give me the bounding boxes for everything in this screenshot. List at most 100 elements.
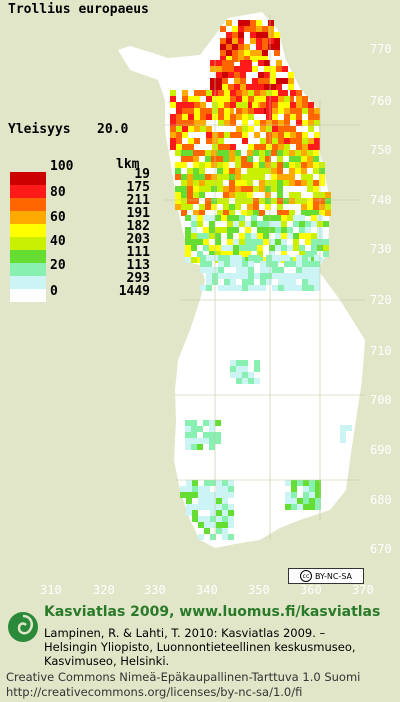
map-cell [204,528,210,534]
map-cell [257,251,263,257]
map-cell [218,96,224,102]
map-cell [308,273,314,279]
cc-license-badge[interactable]: cc BY-NC-SA [288,568,364,584]
map-cell [204,522,210,528]
map-cell [290,132,296,138]
map-cell [275,221,281,227]
map-cell [302,96,308,102]
map-cell [230,366,236,372]
map-cell [319,162,325,168]
map-cell [170,90,176,96]
map-cell [186,504,192,510]
map-cell [308,120,314,126]
map-cell [188,102,194,108]
map-cell [309,480,315,486]
map-cell [198,534,204,540]
map-cell [269,227,275,233]
map-cell [170,96,176,102]
map-cell [263,215,269,221]
map-cell [260,96,266,102]
map-cell [235,150,241,156]
map-cell [235,186,241,192]
map-cell [301,174,307,180]
map-cell [254,108,260,114]
map-cell [281,251,287,257]
map-cell [250,26,256,32]
map-cell [283,198,289,204]
footer-heading[interactable]: Kasviatlas 2009, www.luomus.fi/kasviatla… [44,604,381,620]
map-cell [216,60,222,66]
map-cell [303,492,309,498]
map-cell [248,255,254,261]
map-cell [211,186,217,192]
map-cell [301,180,307,186]
map-cell [319,198,325,204]
map-cell [257,245,263,251]
legend-row: 40 203 [10,232,160,250]
map-cell [307,150,313,156]
map-cell [240,60,246,66]
map-cell [216,504,222,510]
map-cell [272,285,278,291]
map-cell [182,132,188,138]
map-cell [229,186,235,192]
map-cell [192,516,198,522]
map-cell [193,180,199,186]
map-cell [278,126,284,132]
map-cell [234,78,240,84]
y-tick-label: 750 [370,143,392,157]
map-cell [230,372,236,378]
map-cell [251,239,257,245]
map-cell [222,78,228,84]
map-cell [210,534,216,540]
map-cell [182,102,188,108]
map-cell [278,255,284,261]
map-cell [188,114,194,120]
license-url[interactable]: http://creativecommons.org/licenses/by-n… [6,685,303,699]
map-cell [226,50,232,56]
kasviatlas-logo-icon [8,612,38,642]
map-cell [205,162,211,168]
map-cell [232,32,238,38]
map-cell [194,108,200,114]
map-cell [186,498,192,504]
map-cell [271,180,277,186]
map-cell [302,144,308,150]
map-cell [229,168,235,174]
map-cell [274,38,280,44]
map-cell [210,84,216,90]
map-cell [218,267,224,273]
map-cell [314,255,320,261]
map-cell [299,251,305,257]
map-cell [247,204,253,210]
map-cell [314,285,320,291]
legend-row: 0 1449 [10,284,160,302]
map-cell [296,255,302,261]
map-cell [250,38,256,44]
legend-row: 211 [10,193,160,211]
map-cell [278,285,284,291]
map-cell [283,210,289,216]
map-cell [259,174,265,180]
frequency-label: Yleisyys [8,122,71,137]
map-cell [252,66,258,72]
legend-count: 211 [126,193,150,208]
map-cell [251,221,257,227]
map-cell [315,504,321,510]
map-cell [295,180,301,186]
map-cell [290,126,296,132]
map-cell [277,192,283,198]
map-cell [185,432,191,438]
map-cell [259,168,265,174]
map-cell [259,198,265,204]
map-cell [236,366,242,372]
map-cell [228,504,234,510]
map-cell [181,150,187,156]
map-cell [170,114,176,120]
map-cell [284,138,290,144]
map-cell [230,90,236,96]
map-cell [220,38,226,44]
map-cell [235,156,241,162]
map-cell [229,192,235,198]
map-cell [247,198,253,204]
